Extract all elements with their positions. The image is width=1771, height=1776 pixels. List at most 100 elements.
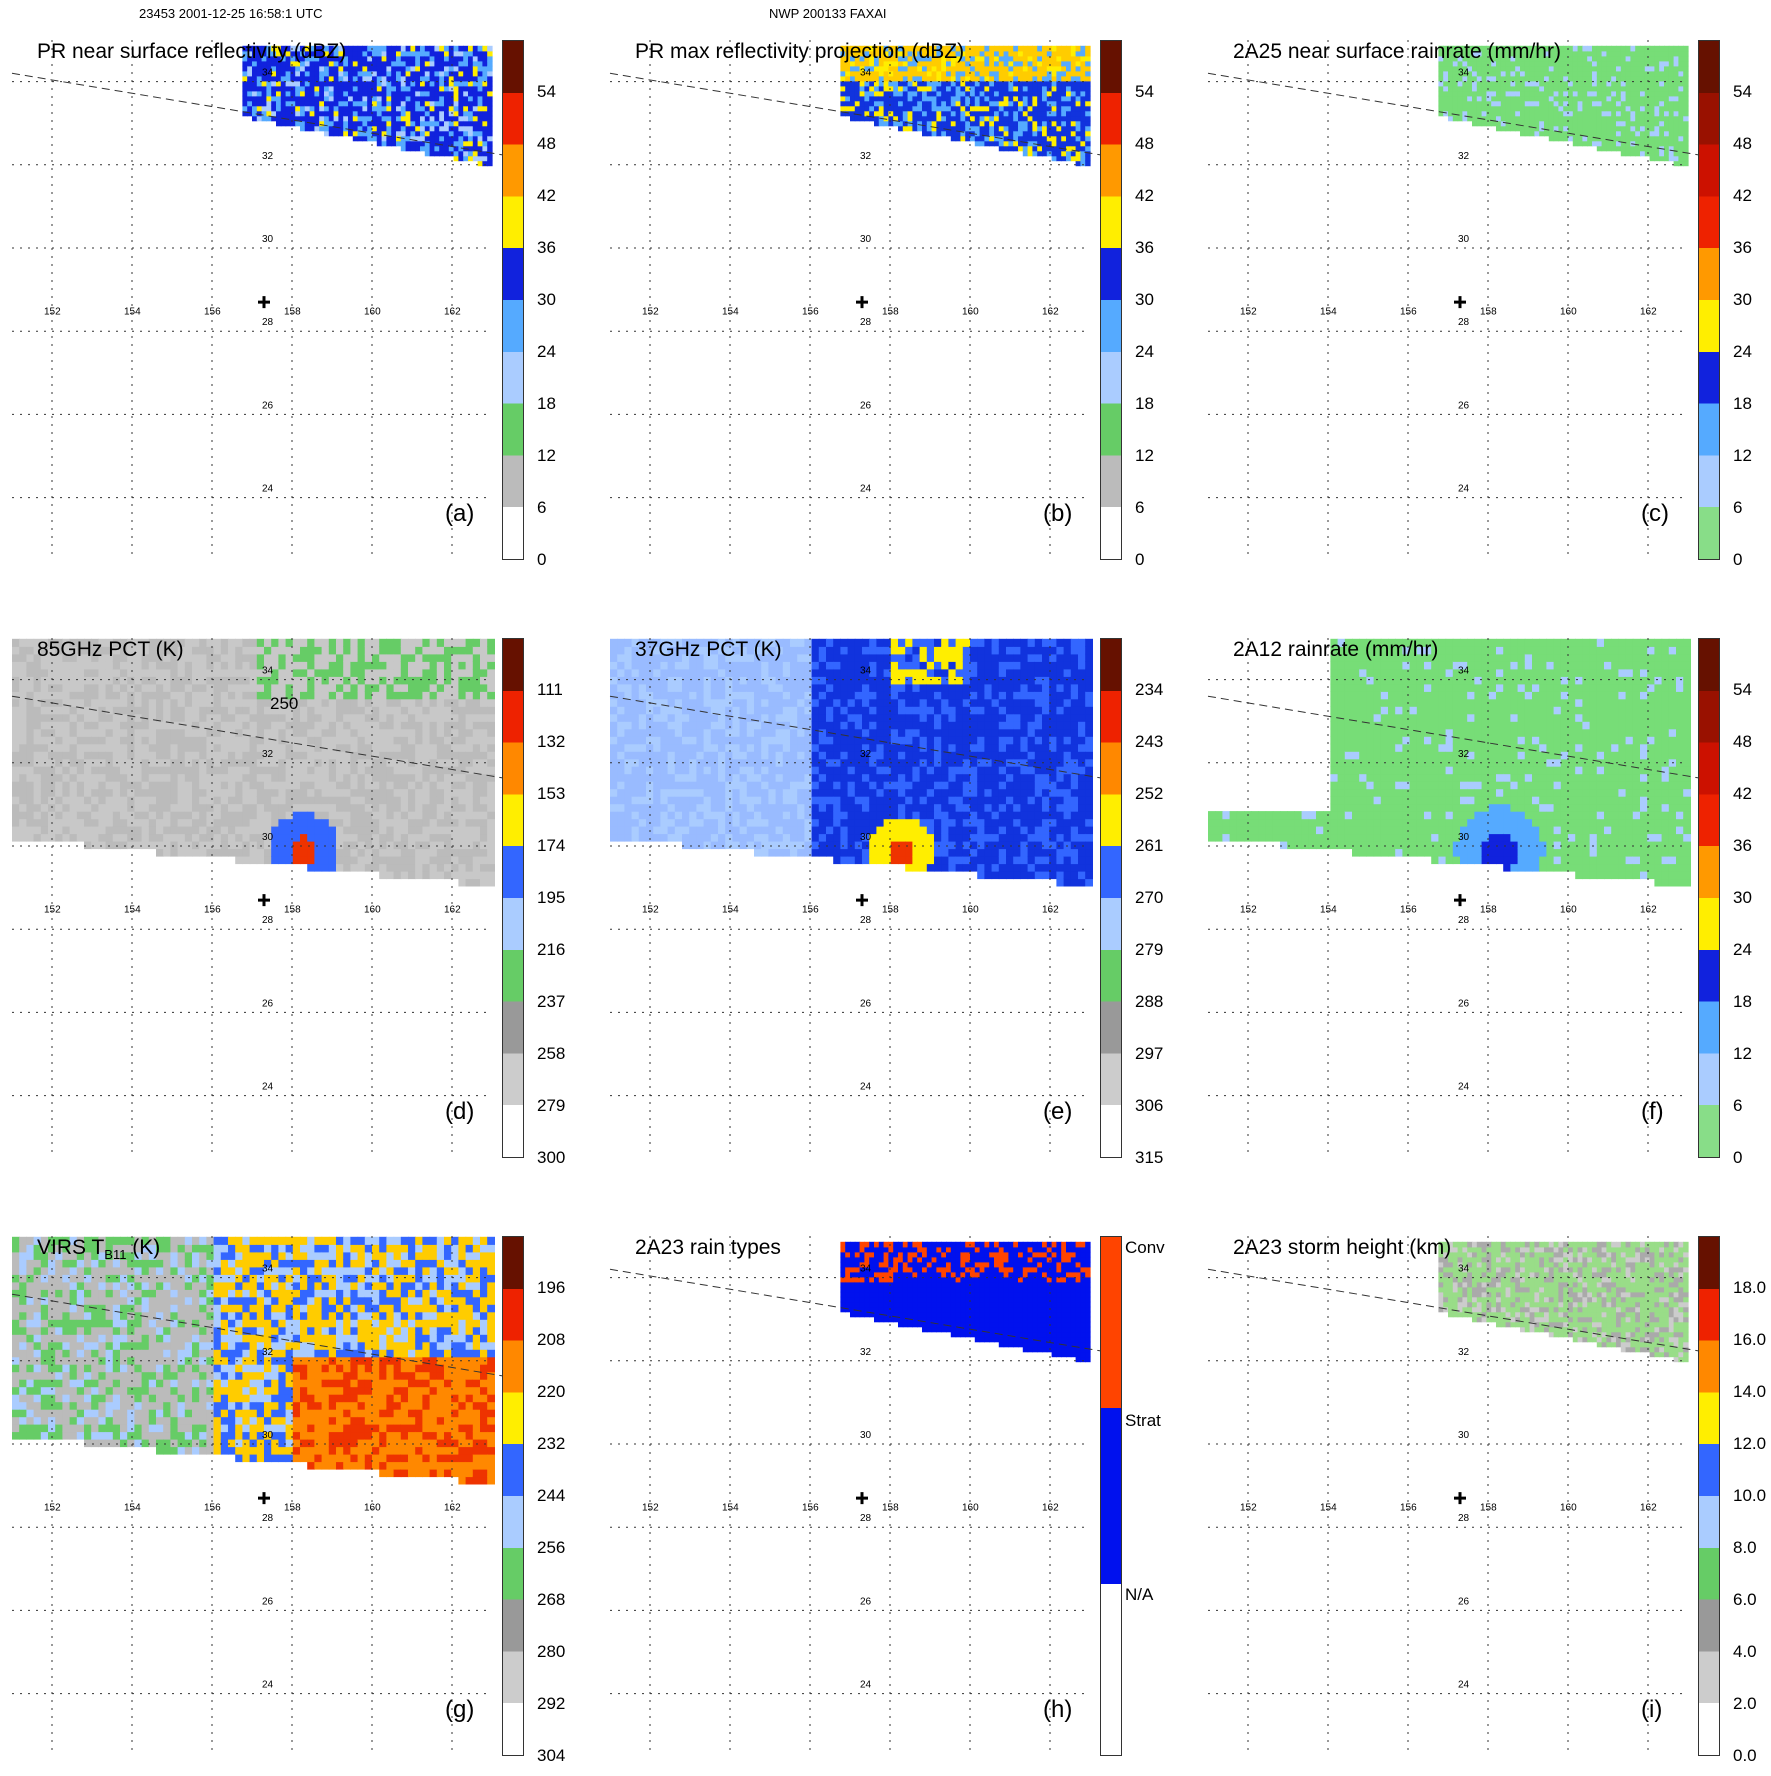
data-cell (454, 56, 459, 62)
data-cell (377, 61, 382, 67)
data-cell (999, 86, 1004, 92)
data-cell (156, 699, 164, 707)
data-cell (1582, 71, 1587, 77)
data-cell (1510, 66, 1515, 72)
data-cell (178, 811, 186, 819)
data-cell (422, 849, 430, 857)
data-cell (1525, 91, 1530, 97)
data-cell (439, 136, 444, 142)
data-cell (26, 766, 34, 774)
data-cell (951, 66, 956, 72)
data-cell (444, 819, 452, 827)
data-cell (888, 86, 893, 92)
data-cell (917, 76, 922, 82)
data-cell (127, 751, 135, 759)
data-cell (1587, 106, 1592, 112)
data-cell (394, 864, 402, 872)
data-cell (98, 826, 106, 834)
data-cell (956, 71, 961, 77)
data-cell (1520, 111, 1525, 117)
data-cell (300, 646, 308, 654)
data-cell (487, 146, 492, 152)
data-cell (70, 819, 78, 827)
data-cell (19, 819, 27, 827)
data-cell (98, 781, 106, 789)
data-cell (1674, 131, 1679, 137)
data-cell (70, 774, 78, 782)
data-cell (192, 841, 200, 849)
data-cell (343, 71, 348, 77)
data-cell (408, 871, 416, 879)
data-cell (185, 781, 193, 789)
data-cell (379, 639, 387, 647)
data-cell (91, 744, 99, 752)
data-cell (353, 71, 358, 77)
data-cell (1592, 61, 1597, 67)
data-cell (1664, 106, 1669, 112)
data-cell (1664, 56, 1669, 62)
data-cell (444, 146, 449, 152)
data-cell (1635, 86, 1640, 92)
data-cell (391, 121, 396, 127)
data-cell (1669, 71, 1674, 77)
data-cell (908, 66, 913, 72)
data-cell (358, 111, 363, 117)
data-cell (163, 736, 171, 744)
data-cell (41, 684, 49, 692)
data-cell (235, 856, 243, 864)
data-cell (1080, 106, 1085, 112)
data-cell (430, 826, 438, 834)
data-cell (113, 706, 121, 714)
data-cell (927, 116, 932, 122)
data-cell (437, 639, 445, 647)
data-cell (84, 714, 92, 722)
data-cell (235, 729, 243, 737)
data-cell (235, 706, 243, 714)
data-cell (487, 76, 492, 82)
data-cell (1650, 136, 1655, 142)
data-cell (1028, 71, 1033, 77)
data-cell (343, 826, 351, 834)
data-cell (1008, 56, 1013, 62)
data-cell (348, 96, 353, 102)
data-cell (415, 856, 423, 864)
data-cell (458, 706, 466, 714)
data-cell (295, 81, 300, 87)
data-cell (242, 834, 250, 842)
data-cell (391, 136, 396, 142)
data-cell (372, 116, 377, 122)
data-cell (1066, 156, 1071, 162)
data-cell (329, 669, 337, 677)
data-cell (1071, 111, 1076, 117)
data-cell (1501, 66, 1506, 72)
data-cell (898, 76, 903, 82)
data-cell (290, 66, 295, 72)
data-cell (425, 136, 430, 142)
data-cell (1640, 151, 1645, 157)
data-cell (55, 804, 63, 812)
data-cell (1066, 131, 1071, 137)
data-cell (70, 729, 78, 737)
data-cell (1616, 91, 1621, 97)
data-cell (214, 766, 222, 774)
data-cell (382, 141, 387, 147)
data-cell (106, 721, 114, 729)
data-cell (1042, 136, 1047, 142)
data-cell (336, 841, 344, 849)
data-cell (1669, 51, 1674, 57)
data-cell (62, 676, 70, 684)
data-cell (34, 706, 42, 714)
panel-title-text: 2A25 near surface rainrate (mm/hr) (1233, 40, 1561, 63)
data-cell (1018, 136, 1023, 142)
data-cell (391, 101, 396, 107)
data-cell (437, 789, 445, 797)
longitude-label: 156 (1400, 307, 1417, 318)
data-cell (307, 841, 315, 849)
colorbar-tick-label: 6 (537, 498, 546, 518)
data-cell (350, 841, 358, 849)
data-cell (434, 146, 439, 152)
data-cell (1582, 121, 1587, 127)
data-cell (1568, 101, 1573, 107)
data-cell (156, 789, 164, 797)
